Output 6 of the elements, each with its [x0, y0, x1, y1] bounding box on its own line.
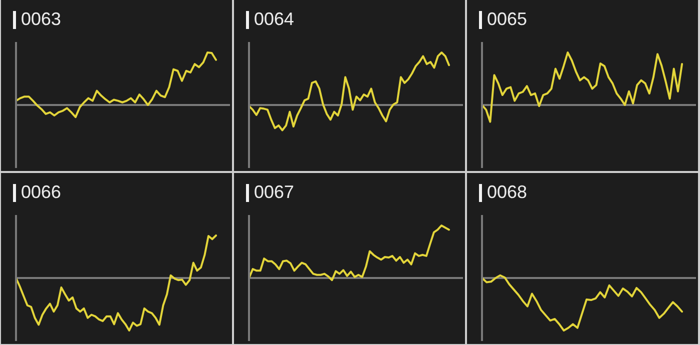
chart-title: 0064 [254, 9, 294, 30]
chart-title: 0067 [254, 182, 294, 203]
chart-title: 0066 [21, 182, 62, 203]
chart-title: 0063 [21, 9, 62, 30]
chart-title: 0068 [487, 182, 528, 203]
chart-title: 0065 [487, 9, 528, 30]
